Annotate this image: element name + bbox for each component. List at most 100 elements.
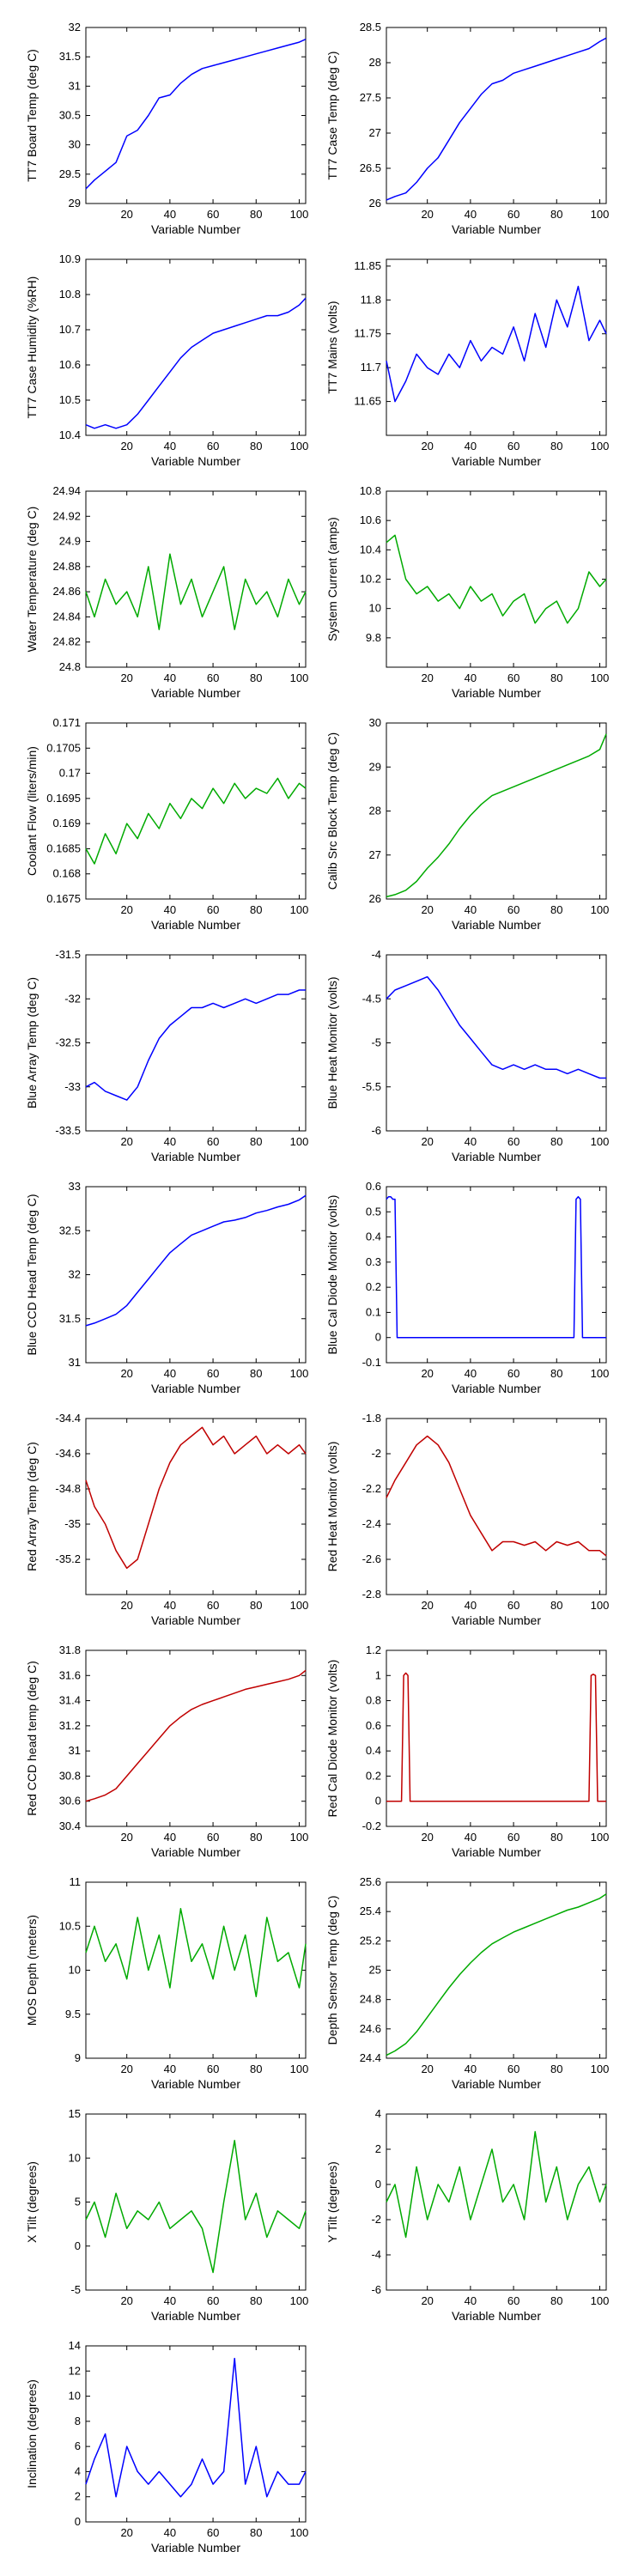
y-tick-label: -34.6: [55, 1447, 81, 1460]
plot-frame: [386, 1418, 607, 1595]
series-line: [85, 553, 307, 630]
x-axis-label: Variable Number: [151, 454, 240, 468]
y-tick-label: -0.1: [362, 1356, 381, 1369]
y-tick-label: 25.6: [360, 1875, 381, 1888]
x-tick-label: 60: [507, 208, 519, 221]
y-tick-label: 0: [375, 1331, 381, 1344]
y-axis-label: X Tilt (degrees): [25, 2161, 39, 2243]
x-tick-label: 100: [290, 903, 309, 916]
y-tick-label: 24.88: [52, 560, 81, 573]
y-tick-label: 31: [69, 1356, 81, 1369]
x-tick-label: 80: [250, 2526, 262, 2539]
x-tick-label: 80: [550, 671, 562, 684]
y-tick-label: 0.1: [366, 1305, 381, 1318]
y-tick-label: -4.5: [362, 992, 381, 1005]
y-tick-label: -2.6: [362, 1552, 381, 1565]
y-axis-label: Blue Array Temp (deg C): [25, 977, 39, 1109]
x-axis-label: Variable Number: [151, 2309, 240, 2323]
x-axis-label: Variable Number: [151, 1150, 240, 1163]
y-tick-label: 8: [75, 2415, 81, 2427]
subplot-19: 20 40 60 80 100 -5 0 5 10 15 Variable Number X Tilt…: [25, 2107, 308, 2323]
y-axis-label: TT7 Case Temp (deg C): [325, 52, 339, 180]
x-axis-label: Variable Number: [151, 1845, 240, 1859]
x-axis-label: Variable Number: [151, 1382, 240, 1395]
x-tick-label: 100: [591, 208, 610, 221]
y-tick-label: 30: [369, 716, 381, 729]
x-tick-label: 60: [507, 1135, 519, 1148]
y-tick-label: -2.4: [362, 1517, 381, 1530]
subplot-14: 20 40 60 80 100 -2.8 -2.6 -2.4 -2.2 -2 -1.8 Variabl…: [325, 1412, 609, 1627]
y-tick-label: 25.2: [360, 1934, 381, 1947]
y-tick-label: 1.2: [366, 1643, 381, 1656]
plot-frame: [386, 1649, 607, 1827]
x-tick-label: 80: [250, 2063, 262, 2075]
series-line: [85, 989, 306, 1101]
x-tick-label: 100: [290, 1599, 309, 1612]
y-tick-label: 11: [70, 1875, 82, 1888]
x-tick-label: 40: [164, 903, 176, 916]
subplot-8: 20 40 60 80 100 26 27 28 29 30 Variable Number Cali…: [325, 716, 609, 932]
y-tick-label: -33: [64, 1080, 81, 1093]
x-tick-label: 20: [421, 2294, 433, 2307]
x-tick-label: 40: [465, 1599, 477, 1612]
y-tick-label: 4: [375, 2107, 381, 2120]
y-tick-label: 5: [75, 2196, 81, 2208]
y-tick-label: 0: [75, 2239, 81, 2252]
plot-frame: [386, 1186, 607, 1364]
x-tick-label: 100: [290, 2526, 309, 2539]
x-tick-label: 60: [207, 903, 219, 916]
y-tick-label: 24.92: [52, 509, 81, 522]
plot-frame: [85, 1649, 307, 1827]
x-tick-label: 20: [120, 2294, 132, 2307]
y-axis-label: Red Cal Diode Monitor (volts): [325, 1660, 339, 1818]
x-tick-label: 40: [164, 2063, 176, 2075]
x-tick-label: 100: [591, 1367, 610, 1380]
y-tick-label: 0.4: [366, 1744, 381, 1757]
y-tick-label: 24.94: [52, 484, 81, 497]
subplot-5: 20 40 60 80 10024.824.8224.8424.8624.8824.92…: [25, 484, 308, 700]
x-tick-label: 100: [290, 2294, 309, 2307]
x-tick-label: 80: [550, 1135, 562, 1148]
y-tick-label: 31.4: [59, 1694, 81, 1707]
y-axis-label: TT7 Mains (volts): [325, 301, 339, 393]
x-axis-label: Variable Number: [151, 686, 240, 700]
plot-frame: [386, 722, 607, 900]
x-tick-label: 20: [421, 440, 433, 453]
y-tick-label: -32.5: [55, 1036, 81, 1049]
x-tick-label: 60: [207, 1135, 219, 1148]
x-tick-label: 40: [164, 1135, 176, 1148]
subplot-9: 20 40 60 80 100 -33.5 -33 -32.5 -32 -31.5 Variable…: [25, 948, 308, 1163]
y-tick-label: -1.8: [362, 1412, 381, 1425]
y-tick-label: 0.4: [366, 1230, 381, 1243]
y-tick-label: 9.5: [65, 2008, 81, 2020]
subplot-1: 20 40 60 80 100 29 29.5 30 30.5 31 31.5 32 Variable …: [25, 21, 308, 236]
subplot-18: 20 40 60 80 100 24.4 24.6 24.8 25 25.2 25.4 25.6 Var…: [325, 1875, 609, 2091]
x-tick-label: 100: [591, 2294, 610, 2307]
subplot-4: 20 40 60 80 100 11.65 11.7 11.75 11.8 11.85 Variab…: [325, 258, 609, 468]
x-tick-label: 80: [250, 1831, 262, 1844]
y-axis-label: TT7 Case Humidity (%RH): [25, 276, 39, 419]
y-tick-label: 6: [75, 2439, 81, 2452]
plot-frame: [85, 1418, 307, 1595]
x-tick-label: 80: [550, 208, 562, 221]
y-tick-label: -5: [371, 1036, 381, 1049]
x-tick-label: 20: [421, 1135, 433, 1148]
x-axis-label: Variable Number: [151, 1613, 240, 1627]
x-tick-label: 60: [207, 440, 219, 453]
subplot-13: 20 40 60 80 100 -35.2 -35 -34.8 -34.6 -34.4 Variab…: [25, 1412, 308, 1627]
y-tick-label: -2: [371, 2213, 381, 2226]
x-axis-label: Variable Number: [452, 1382, 541, 1395]
y-tick-label: 27: [369, 126, 381, 139]
x-tick-label: 60: [207, 2526, 219, 2539]
y-tick-label: -2.8: [362, 1588, 381, 1601]
y-tick-label: 29.5: [59, 167, 81, 180]
y-tick-label: 10.4: [59, 428, 81, 441]
y-tick-label: 0.17: [59, 767, 81, 780]
series-line: [85, 39, 307, 190]
x-tick-label: 100: [290, 1831, 309, 1844]
series-line: [85, 2140, 307, 2274]
y-tick-label: 10.6: [59, 358, 81, 371]
y-tick-label: 15: [69, 2107, 81, 2120]
y-tick-label: 1: [375, 1668, 381, 1681]
y-axis-label: Blue Cal Diode Monitor (volts): [325, 1195, 339, 1355]
